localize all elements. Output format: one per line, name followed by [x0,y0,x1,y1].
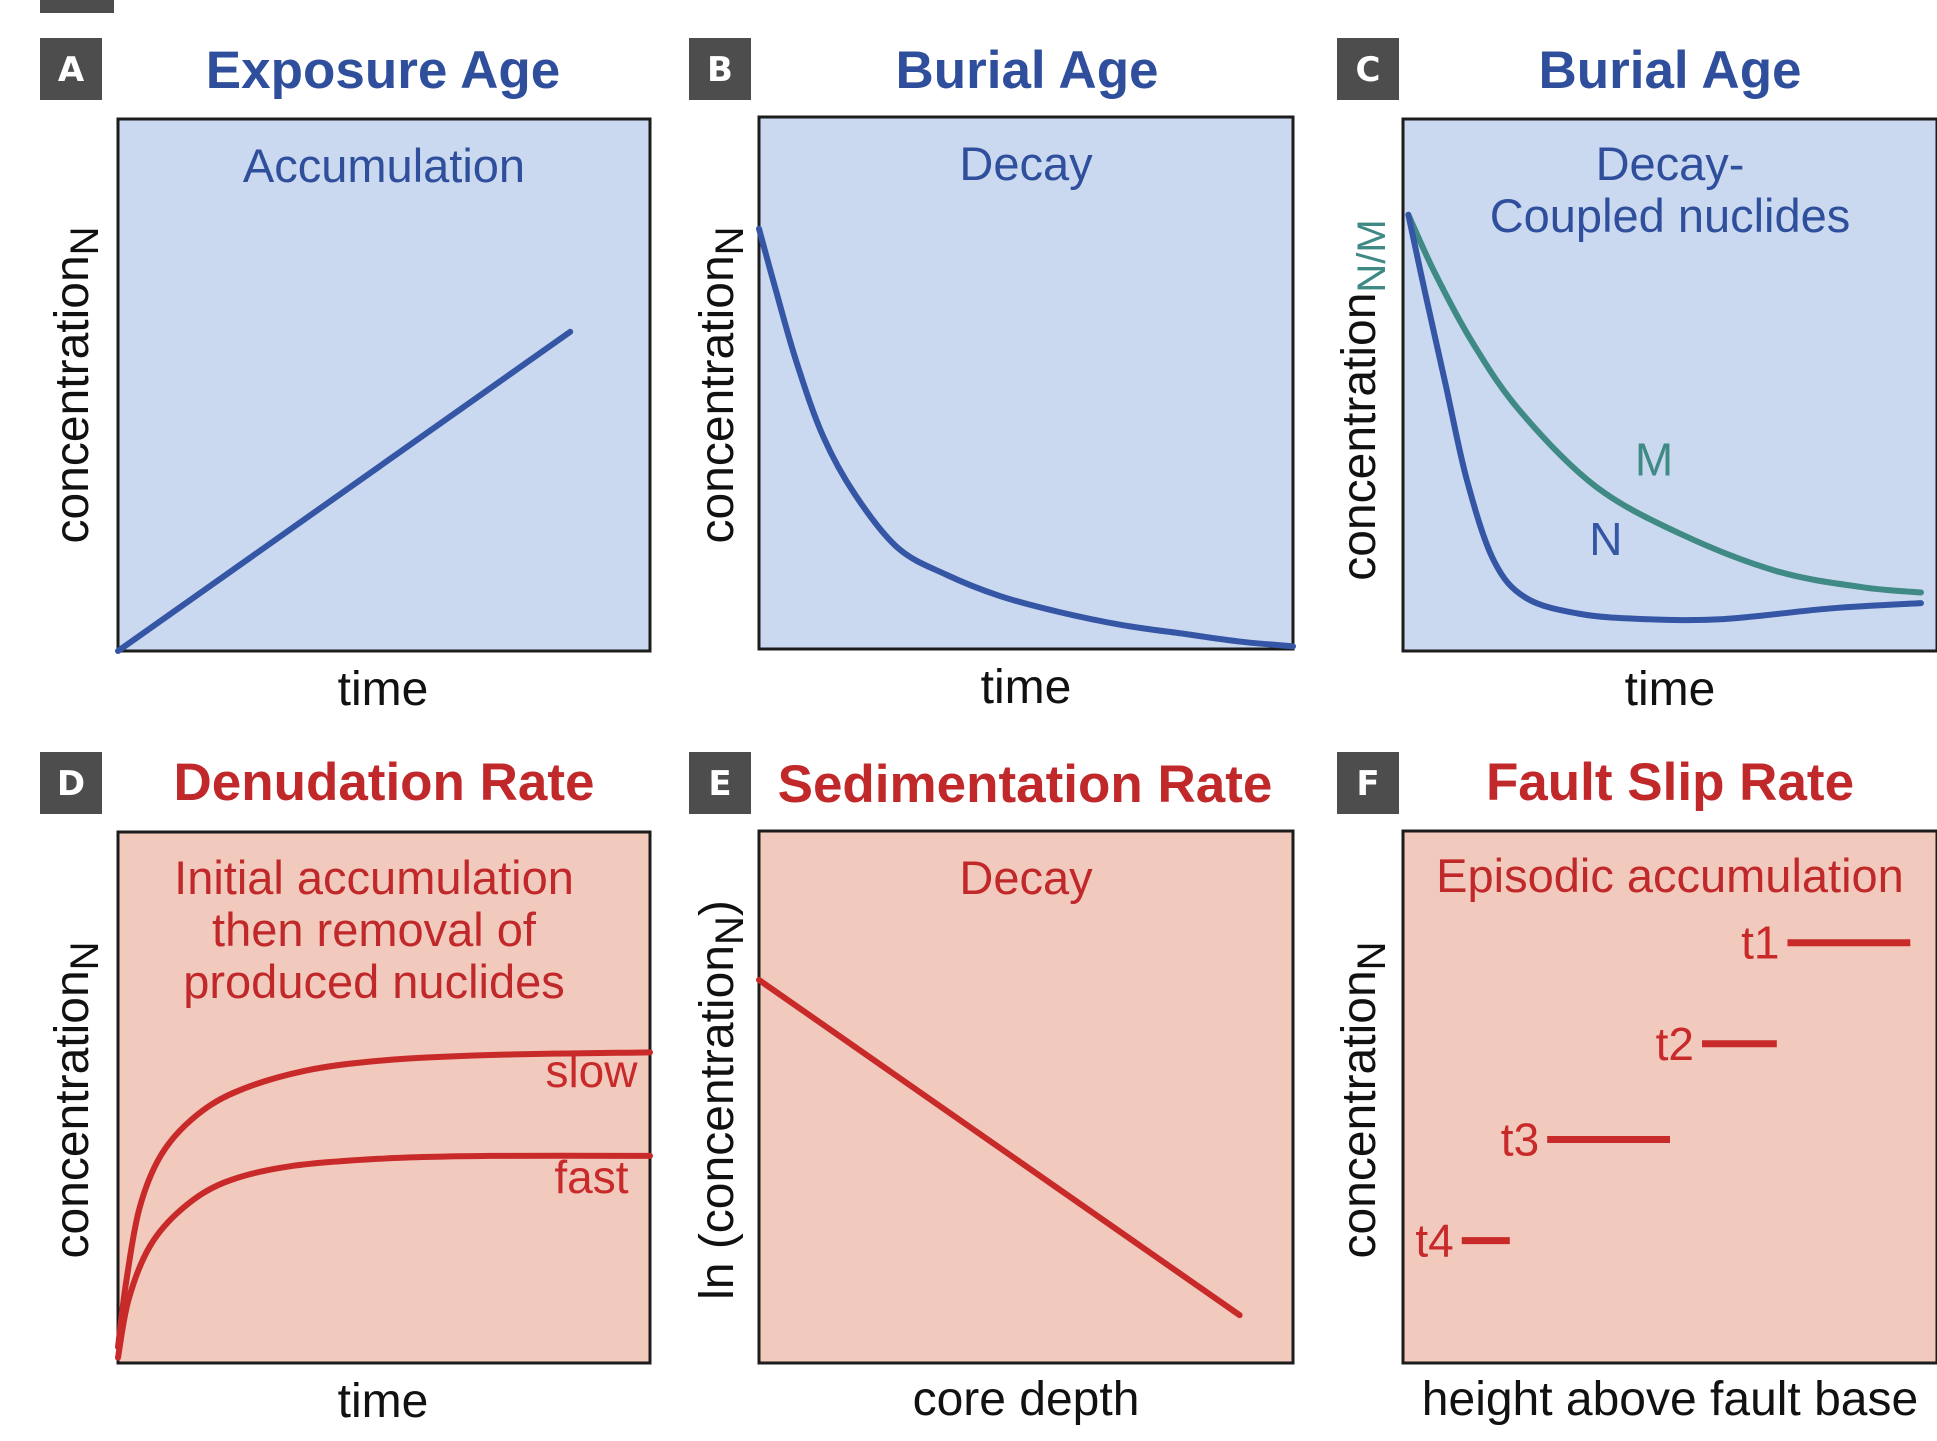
panel-caption-line: Decay [959,851,1093,904]
curve-fast [115,1152,653,1361]
panel-badge [1337,38,1399,100]
y-axis-subscript: N [1350,941,1394,970]
segment-label-t3: t3 [1501,1114,1539,1166]
curve-line [756,225,1296,650]
panels-grid: A Exposure Age Accumulation time concentrati… [40,38,1937,1428]
panel-caption-line: produced nuclides [183,955,565,1008]
panel-e: E Sedimentation Rate Decay core depth ln (co… [689,752,1295,1426]
y-axis-label: concentrationN [691,226,752,543]
y-axis-subscript: N [63,226,107,255]
plot-area [757,829,1295,1365]
y-axis-text: concentration [46,970,99,1258]
panel-caption-line: Decay [959,137,1093,190]
panel-letter: A [58,50,85,90]
panel-badge [1337,752,1399,814]
y-axis-subscript: N [708,226,752,255]
curve-label-M: M [1635,433,1673,485]
panel-f: F Fault Slip Rate Episodic accumulation hei… [1333,752,1937,1426]
y-axis-subscript: N [63,941,107,970]
segment-label-t2: t2 [1656,1018,1694,1070]
x-axis-label: core depth [913,1373,1140,1426]
y-axis-label: concentrationN/M [1333,219,1394,581]
panel-caption-line: Decay- [1596,137,1745,190]
panel-heading: Burial Age [895,41,1158,100]
y-axis-label: concentrationN [46,941,107,1258]
curve-M [1405,211,1924,596]
y-axis-text: concentration [46,255,99,543]
panel-heading: Denudation Rate [173,753,594,812]
panel-badge [40,38,102,100]
x-axis-label: time [338,663,429,716]
panel-a: A Exposure Age Accumulation time concentrati… [40,38,652,716]
panel-caption-line: Coupled nuclides [1490,189,1851,242]
panel-letter: D [57,764,85,804]
panel-heading: Burial Age [1538,41,1801,100]
plot-area [116,830,652,1365]
curve-line [115,328,574,654]
panel-letter: B [707,50,733,90]
y-axis-label: ln (concentrationN) [691,900,752,1300]
panel-badge [40,752,102,814]
panel-caption-line: Episodic accumulation [1436,849,1904,902]
y-axis-subscript: N/M [1350,219,1394,292]
y-axis-text: ln (concentration [691,945,744,1300]
plot-area [116,117,652,653]
plot-area [1401,829,1937,1365]
panel-heading: Sedimentation Rate [778,755,1273,814]
x-axis-label: time [1625,663,1716,716]
panel-d: D Denudation Rate Initial accumulationthen… [40,752,653,1428]
panel-heading: Exposure Age [206,41,560,100]
panel-letter: E [708,764,731,804]
y-axis-subscript: N [708,916,752,945]
panel-letter: C [1356,50,1381,90]
segment-label-t4: t4 [1415,1215,1453,1267]
x-axis-label: height above fault base [1422,1373,1918,1426]
panel-badge [689,752,751,814]
top-tab-marker [40,0,114,13]
panel-letter: F [1356,764,1379,804]
curve-N [1405,211,1924,624]
panel-b: B Burial Age Decay time concentrationN [689,38,1296,714]
y-axis-suffix: ) [691,900,744,916]
curve-label-fast: fast [554,1151,628,1203]
panel-caption-line: Accumulation [243,139,525,192]
x-axis-label: time [981,661,1072,714]
panel-heading: Fault Slip Rate [1486,753,1854,812]
panel-badge [689,38,751,100]
panel-caption-line: then removal of [212,903,537,956]
panel-caption-line: Initial accumulation [174,851,574,904]
y-axis-label: concentrationN [46,226,107,543]
y-axis-text: concentration [1333,293,1386,581]
y-axis-label: concentrationN [1333,941,1394,1258]
segment-label-t1: t1 [1741,917,1779,969]
curve-line [756,976,1243,1319]
curve-label-slow: slow [545,1045,638,1097]
x-axis-label: time [338,1375,429,1428]
y-axis-text: concentration [1333,970,1386,1258]
y-axis-text: concentration [691,255,744,543]
plot-area [757,115,1295,651]
curve-slow [115,1049,653,1351]
curve-label-N: N [1589,513,1622,565]
panel-c: C Burial Age Decay-Coupled nuclides time con… [1333,38,1937,716]
